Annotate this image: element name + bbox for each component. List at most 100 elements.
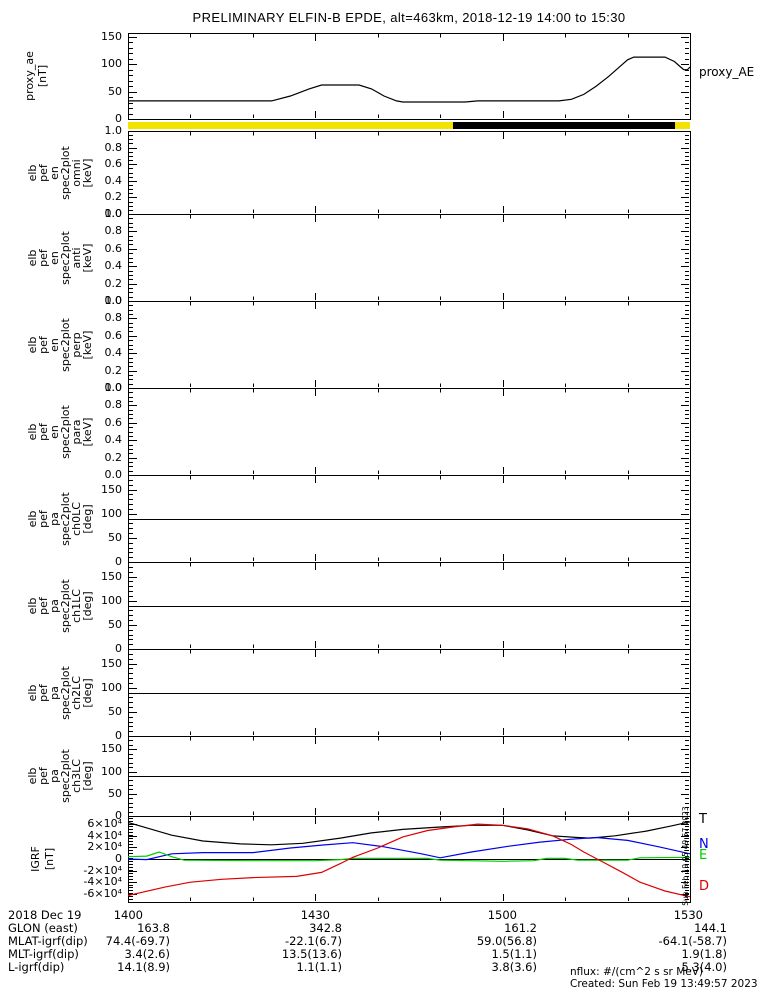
ytick-pa_spec2plot_ch2LC-100: 100 <box>101 680 122 694</box>
ytick-en_spec2plot_para-0.6: 0.6 <box>104 415 123 429</box>
ytick-igrf-4×10⁴: 4×10⁴ <box>87 828 122 842</box>
table-cell-r3-c1: 13.5(13.6) <box>281 947 342 961</box>
ytick-igrf-0: 0 <box>115 852 122 865</box>
zone-bar-segment-1 <box>452 122 675 129</box>
ytick-en_spec2plot_para-1.0: 1.0 <box>104 381 123 394</box>
ytick-en_spec2plot_anti-0.2: 0.2 <box>104 276 123 290</box>
table-cell-r0-c2: 1500 <box>487 908 517 922</box>
table-cell-r2-c0: 74.4(-69.7) <box>105 934 170 948</box>
panel-proxy_ae-frame <box>128 33 691 120</box>
panel-en_spec2plot_para-frame <box>128 388 691 476</box>
zone-bar-segment-0 <box>128 122 453 129</box>
ytick-en_spec2plot_para-0.0: 0.0 <box>104 468 123 481</box>
ytick-pa_spec2plot_ch0LC-150: 150 <box>101 482 122 496</box>
ytick-igrf--6×10⁴: -6×10⁴ <box>83 886 122 900</box>
table-row-label-0: 2018 Dec 19 <box>8 908 82 922</box>
ytick-igrf--4×10⁴: -4×10⁴ <box>83 875 122 889</box>
panel-en_spec2plot_omni-frame <box>128 131 691 215</box>
ytick-en_spec2plot_para-0.2: 0.2 <box>104 450 123 464</box>
ytick-en_spec2plot_omni-0.2: 0.2 <box>104 190 123 204</box>
table-row-label-3: MLT-igrf(dip) <box>8 947 79 961</box>
table-cell-r0-c1: 1430 <box>300 908 330 922</box>
trace-N <box>127 836 691 861</box>
panel-en_spec2plot_anti-frame <box>128 214 691 302</box>
ytick-en_spec2plot_omni-1.0: 1.0 <box>104 124 123 137</box>
trace-E <box>127 851 691 862</box>
trace-T <box>127 821 691 846</box>
ytick-pa_spec2plot_ch1LC-50: 50 <box>108 617 122 631</box>
created-timestamp: Created: Sun Feb 19 13:49:57 2023 <box>570 978 758 990</box>
table-cell-r1-c1: 342.8 <box>309 921 342 935</box>
side-timestamp: Sun Feb 19 05:49:57 2023 <box>681 806 690 906</box>
table-cell-r2-c1: -22.1(6.7) <box>284 934 342 948</box>
zone-bar-segment-2 <box>674 122 690 129</box>
nflux-units-note: nflux: #/(cm^2 s sr MeV) <box>570 966 703 978</box>
ytick-en_spec2plot_anti-0.0: 0.0 <box>104 294 123 307</box>
trace-label-T: T <box>699 812 707 827</box>
trace-label-N: N <box>699 837 709 852</box>
ytick-en_spec2plot_perp-0.0: 0.0 <box>104 381 123 394</box>
ytick-pa_spec2plot_ch0LC-100: 100 <box>101 506 122 520</box>
ytick-en_spec2plot_perp-0.6: 0.6 <box>104 328 123 342</box>
table-cell-r4-c3: 5.3(4.0) <box>681 960 727 974</box>
table-cell-r2-c2: 59.0(56.8) <box>476 934 537 948</box>
ytick-en_spec2plot_anti-1.0: 1.0 <box>104 207 123 220</box>
ytick-en_spec2plot_perp-0.4: 0.4 <box>104 346 123 360</box>
ytick-pa_spec2plot_ch0LC-0: 0 <box>115 555 122 568</box>
table-cell-r1-c3: 144.1 <box>694 921 727 935</box>
table-cell-r1-c2: 161.2 <box>504 921 537 935</box>
trace-label-D: D <box>699 879 710 894</box>
ytick-pa_spec2plot_ch2LC-50: 50 <box>108 704 122 718</box>
ytick-proxy_ae-150: 150 <box>101 29 122 43</box>
ytick-pa_spec2plot_ch1LC-150: 150 <box>101 569 122 583</box>
ytick-en_spec2plot_anti-0.6: 0.6 <box>104 241 123 255</box>
ytick-en_spec2plot_para-0.4: 0.4 <box>104 433 123 447</box>
ytick-en_spec2plot_perp-0.2: 0.2 <box>104 363 123 377</box>
ytick-igrf-6×10⁴: 6×10⁴ <box>87 817 122 831</box>
table-cell-r1-c0: 163.8 <box>137 921 170 935</box>
table-cell-r0-c0: 1400 <box>113 908 143 922</box>
plot-title: PRELIMINARY ELFIN-B EPDE, alt=463km, 201… <box>192 10 626 25</box>
right-label-proxy_ae: proxy_AE <box>699 65 755 79</box>
ytick-en_spec2plot_omni-0.6: 0.6 <box>104 157 123 171</box>
ytick-pa_spec2plot_ch0LC-50: 50 <box>108 530 122 544</box>
ytick-pa_spec2plot_ch2LC-150: 150 <box>101 656 122 670</box>
ytick-proxy_ae-0: 0 <box>115 112 122 125</box>
ytick-en_spec2plot_para-0.8: 0.8 <box>104 398 123 412</box>
trace-proxy_AE <box>128 56 691 103</box>
table-row-label-4: L-igrf(dip) <box>8 960 65 974</box>
table-cell-r4-c2: 3.8(3.6) <box>491 960 537 974</box>
ytick-pa_spec2plot_ch3LC-50: 50 <box>108 786 122 800</box>
table-cell-r0-c3: 1530 <box>673 908 703 922</box>
table-cell-r3-c2: 1.5(1.1) <box>491 947 537 961</box>
ytick-pa_spec2plot_ch2LC-0: 0 <box>115 729 122 742</box>
ytick-proxy_ae-50: 50 <box>108 84 122 98</box>
ytick-pa_spec2plot_ch1LC-0: 0 <box>115 642 122 655</box>
ytick-en_spec2plot_anti-0.8: 0.8 <box>104 224 123 238</box>
ytick-en_spec2plot_perp-0.8: 0.8 <box>104 311 123 325</box>
ytick-igrf-2×10⁴: 2×10⁴ <box>87 840 122 854</box>
ytick-pa_spec2plot_ch3LC-0: 0 <box>115 809 122 822</box>
ytick-en_spec2plot_perp-1.0: 1.0 <box>104 294 123 307</box>
ytick-proxy_ae-100: 100 <box>101 57 122 71</box>
ytick-en_spec2plot_omni-0.4: 0.4 <box>104 173 123 187</box>
table-cell-r4-c0: 14.1(8.9) <box>117 960 170 974</box>
trace-label-E: E <box>699 848 708 863</box>
table-cell-r4-c1: 1.1(1.1) <box>296 960 342 974</box>
ytick-igrf--2×10⁴: -2×10⁴ <box>83 863 122 877</box>
ytick-en_spec2plot_omni-0.0: 0.0 <box>104 207 123 220</box>
table-cell-r3-c0: 3.4(2.6) <box>124 947 170 961</box>
table-cell-r2-c3: -64.1(-58.7) <box>658 934 727 948</box>
table-row-label-2: MLAT-igrf(dip) <box>8 934 88 948</box>
table-cell-r3-c3: 1.9(1.8) <box>681 947 727 961</box>
ytick-pa_spec2plot_ch3LC-150: 150 <box>101 742 122 756</box>
ytick-pa_spec2plot_ch3LC-100: 100 <box>101 764 122 778</box>
table-row-label-1: GLON (east) <box>8 921 78 935</box>
ytick-en_spec2plot_omni-0.8: 0.8 <box>104 140 123 154</box>
trace-D <box>127 823 691 898</box>
panel-en_spec2plot_perp-frame <box>128 301 691 389</box>
ytick-pa_spec2plot_ch1LC-100: 100 <box>101 593 122 607</box>
ytick-en_spec2plot_anti-0.4: 0.4 <box>104 259 123 273</box>
